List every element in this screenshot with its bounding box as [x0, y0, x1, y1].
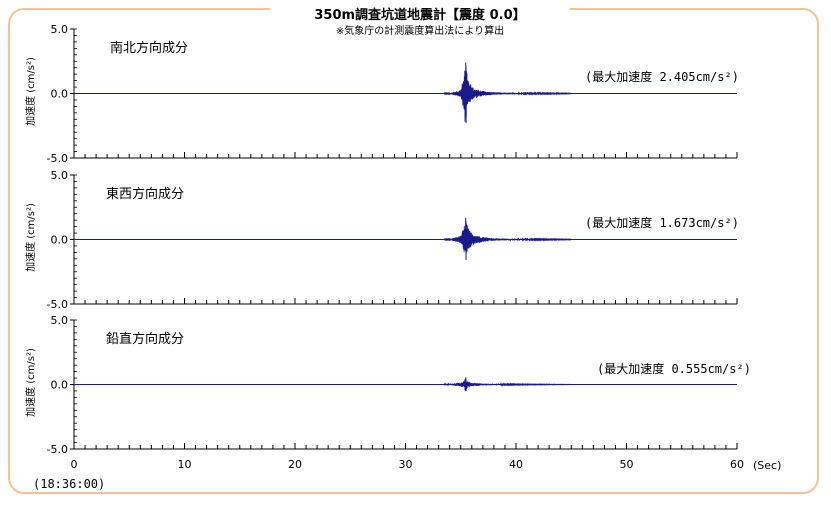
ylabel-ns: 加速度 (cm/s²) [25, 57, 37, 126]
y-tick-label: -5.0 [47, 443, 68, 456]
panel-title-ns: 南北方向成分 [110, 41, 189, 56]
waveform-trace [443, 220, 572, 253]
peak-label-ew: (最大加速度 1.673cm/s²) [585, 216, 739, 230]
start-time-label: (18:36:00) [33, 477, 106, 491]
x-tick-label: 30 [399, 458, 413, 471]
y-tick-label: 5.0 [51, 23, 69, 36]
peak-label-ns: (最大加速度 2.405cm/s²) [585, 70, 739, 84]
ylabel-ew: 加速度 (cm/s²) [25, 203, 37, 272]
x-tick-label: 20 [288, 458, 302, 471]
page-subtitle: ※気象庁の計測震度算出法により算出 [335, 26, 505, 37]
panel-title-ew: 東西方向成分 [106, 187, 185, 202]
x-unit-label: (Sec) [753, 459, 782, 472]
waveform-trace [443, 65, 572, 122]
x-tick-label: 50 [620, 458, 634, 471]
y-tick-label: -5.0 [47, 152, 68, 165]
y-tick-label: 0.0 [51, 379, 69, 392]
waveform-trace [443, 378, 572, 392]
y-tick-label: -5.0 [47, 298, 68, 311]
y-tick-label: 5.0 [51, 169, 69, 182]
y-tick-label: 5.0 [51, 314, 69, 327]
page-title: 350m調査坑道地震計【震度 0.0】 [314, 8, 526, 23]
x-tick-label: 60 [730, 458, 744, 471]
x-tick-label: 10 [178, 458, 192, 471]
y-tick-label: 0.0 [51, 88, 69, 101]
x-tick-label: 0 [71, 458, 78, 471]
peak-label-ud: (最大加速度 0.555cm/s²) [597, 362, 751, 376]
panel-title-ud: 鉛直方向成分 [106, 332, 185, 347]
ylabel-ud: 加速度 (cm/s²) [25, 348, 37, 417]
title-box: 350m調査坑道地震計【震度 0.0】 ※気象庁の計測震度算出法により算出 [270, 0, 570, 40]
x-tick-label: 40 [509, 458, 523, 471]
y-tick-label: 0.0 [51, 234, 69, 247]
